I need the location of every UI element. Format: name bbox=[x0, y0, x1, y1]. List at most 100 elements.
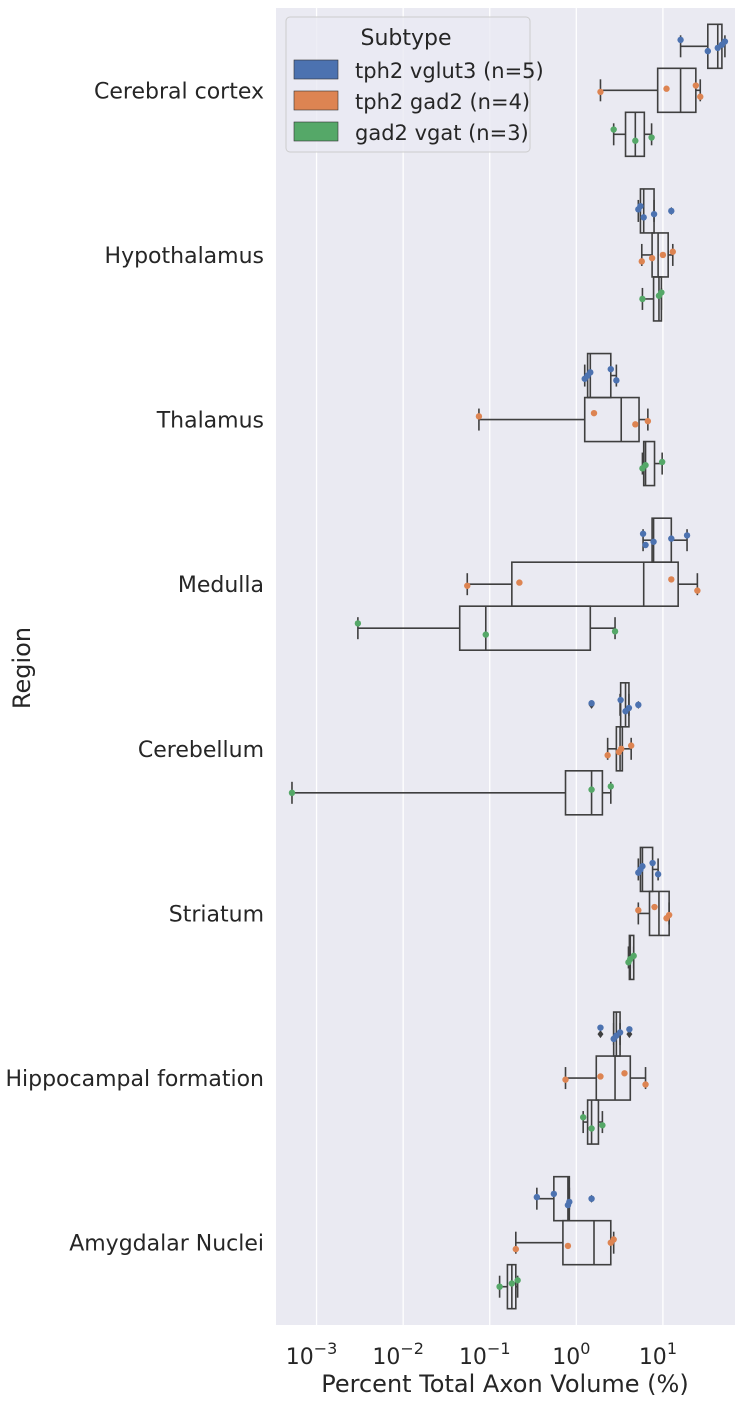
x-tick-label: 100 bbox=[552, 1339, 590, 1370]
box bbox=[595, 1055, 632, 1101]
plot-area bbox=[276, 8, 735, 1325]
y-tick-label: Amygdalar Nuclei bbox=[69, 1232, 264, 1257]
data-point bbox=[626, 1026, 633, 1033]
data-point bbox=[588, 1195, 595, 1202]
data-point bbox=[648, 254, 656, 262]
x-axis-label: Percent Total Axon Volume (%) bbox=[321, 1370, 688, 1398]
legend-swatch bbox=[293, 121, 339, 142]
x-tick-label: 10−1 bbox=[459, 1339, 511, 1370]
data-point bbox=[668, 576, 675, 583]
data-point bbox=[650, 210, 658, 218]
data-point bbox=[669, 248, 676, 255]
data-point bbox=[640, 214, 647, 221]
data-point bbox=[639, 295, 646, 303]
y-tick-label: Thalamus bbox=[156, 409, 264, 434]
data-point bbox=[668, 207, 675, 215]
data-point bbox=[613, 377, 620, 384]
x-tick-base: 10 bbox=[552, 1345, 580, 1370]
data-point bbox=[288, 789, 296, 797]
data-point bbox=[590, 409, 598, 417]
data-point bbox=[621, 1070, 628, 1077]
data-point bbox=[659, 251, 667, 259]
data-point bbox=[588, 786, 595, 793]
legend-frame bbox=[285, 16, 531, 153]
data-point bbox=[654, 871, 662, 878]
data-point bbox=[354, 620, 362, 627]
data-point bbox=[637, 202, 644, 210]
y-tick-labels: Cerebral cortex Hypothalamus Thalamus Medul… bbox=[5, 79, 264, 1256]
data-point bbox=[616, 1029, 624, 1036]
data-point bbox=[562, 1076, 569, 1083]
data-point bbox=[642, 461, 649, 469]
data-point bbox=[677, 36, 684, 44]
data-point bbox=[579, 1114, 587, 1121]
x-tick-label: 101 bbox=[639, 1339, 677, 1370]
data-point bbox=[650, 538, 657, 545]
legend-swatch bbox=[293, 59, 339, 80]
x-tick-base: 10 bbox=[286, 1345, 314, 1370]
x-tick-label: 10−2 bbox=[372, 1339, 424, 1370]
data-point bbox=[658, 458, 666, 466]
data-point bbox=[638, 258, 645, 265]
x-tick-base: 10 bbox=[372, 1345, 400, 1370]
data-point bbox=[610, 1236, 617, 1243]
data-point bbox=[514, 1277, 521, 1284]
x-tick-exponent: 0 bbox=[580, 1339, 590, 1358]
data-point bbox=[632, 421, 639, 428]
box bbox=[458, 605, 592, 651]
y-axis-label: Region bbox=[8, 627, 36, 709]
data-point bbox=[642, 1081, 649, 1088]
y-tick-label: Hippocampal formation bbox=[5, 1067, 264, 1092]
data-point bbox=[683, 532, 691, 539]
data-point bbox=[597, 88, 604, 96]
data-point bbox=[694, 587, 701, 594]
data-point bbox=[597, 1073, 604, 1080]
data-point bbox=[607, 783, 614, 790]
data-point bbox=[697, 93, 704, 100]
box bbox=[564, 770, 604, 816]
box bbox=[652, 276, 663, 322]
data-point bbox=[617, 696, 624, 704]
data-point bbox=[599, 1122, 606, 1129]
data-point bbox=[564, 1242, 572, 1250]
legend-title: Subtype bbox=[360, 26, 451, 51]
data-point bbox=[618, 745, 625, 753]
x-tick-exponent: −2 bbox=[400, 1339, 424, 1358]
legend-swatch bbox=[293, 90, 339, 111]
x-tick-exponent: −3 bbox=[314, 1339, 338, 1358]
data-point bbox=[692, 82, 700, 89]
data-point bbox=[496, 1283, 503, 1290]
data-point bbox=[533, 1193, 541, 1201]
data-point bbox=[665, 911, 673, 919]
data-point bbox=[587, 369, 594, 376]
data-point bbox=[639, 863, 646, 870]
y-tick-label: Medulla bbox=[178, 573, 264, 598]
x-tick-base: 10 bbox=[639, 1345, 667, 1370]
outlier-marker bbox=[597, 1030, 604, 1039]
y-tick-label: Hypothalamus bbox=[105, 244, 264, 269]
data-point bbox=[663, 85, 670, 92]
box bbox=[511, 561, 679, 607]
data-point bbox=[516, 579, 523, 586]
data-point bbox=[588, 700, 595, 707]
x-gridlines bbox=[315, 8, 664, 1325]
x-tick-exponent: 1 bbox=[667, 1339, 677, 1358]
x-tick-base: 10 bbox=[459, 1345, 487, 1370]
data-point bbox=[721, 38, 729, 45]
legend-label: tph2 vglut3 (n=5) bbox=[355, 59, 544, 83]
y-tick-label: Cerebral cortex bbox=[94, 79, 264, 104]
data-point bbox=[668, 535, 675, 542]
data-point bbox=[642, 541, 649, 549]
data-point bbox=[611, 628, 619, 635]
x-tick-label: 10−3 bbox=[286, 1339, 338, 1370]
data-point bbox=[475, 413, 483, 420]
legend-entries: tph2 vglut3 (n=5) tph2 gad2 (n=4) gad2 vga… bbox=[293, 59, 544, 145]
y-tick-label: Cerebellum bbox=[138, 738, 264, 763]
data-point bbox=[464, 582, 471, 589]
data-point bbox=[625, 704, 633, 712]
data-point bbox=[482, 631, 489, 638]
data-point bbox=[649, 859, 656, 867]
legend-label: gad2 vgat (n=3) bbox=[355, 121, 529, 145]
data-point bbox=[607, 365, 614, 373]
